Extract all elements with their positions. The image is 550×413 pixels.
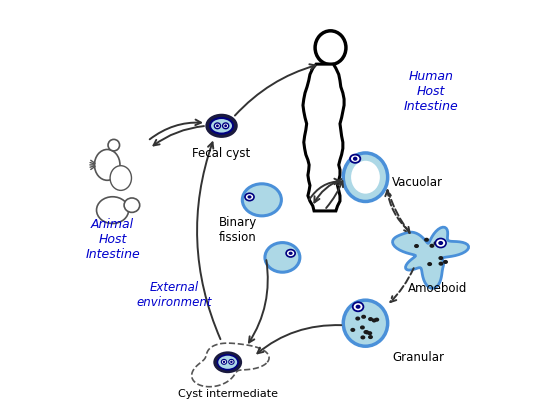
Ellipse shape [221,359,227,364]
Text: Amoeboid: Amoeboid [408,282,467,294]
Ellipse shape [224,125,227,128]
Ellipse shape [355,317,360,321]
Ellipse shape [361,315,366,319]
Ellipse shape [438,239,443,243]
Ellipse shape [372,319,377,323]
Ellipse shape [214,353,241,372]
Ellipse shape [210,119,233,134]
Ellipse shape [343,300,388,347]
Ellipse shape [229,359,234,364]
Ellipse shape [360,335,365,339]
Ellipse shape [353,157,358,161]
Ellipse shape [223,361,226,363]
Ellipse shape [216,125,219,128]
Ellipse shape [368,317,373,321]
Ellipse shape [375,318,379,322]
Ellipse shape [343,154,388,202]
Ellipse shape [368,335,373,339]
Ellipse shape [230,361,233,363]
Polygon shape [192,343,269,387]
Ellipse shape [356,305,361,309]
Ellipse shape [289,252,293,255]
Text: Binary
fission: Binary fission [219,215,257,243]
Ellipse shape [265,243,300,273]
Ellipse shape [436,239,446,248]
Ellipse shape [245,194,254,201]
Ellipse shape [108,140,119,152]
Ellipse shape [438,256,443,261]
Ellipse shape [97,197,129,224]
Ellipse shape [223,123,229,129]
Polygon shape [303,65,344,211]
Ellipse shape [207,116,236,137]
Ellipse shape [364,330,368,334]
Ellipse shape [351,161,380,194]
Text: Granular: Granular [392,350,444,363]
Text: External
environment: External environment [136,281,212,309]
Ellipse shape [286,250,295,257]
Ellipse shape [433,242,438,246]
Ellipse shape [217,355,238,370]
Ellipse shape [350,328,355,332]
Ellipse shape [110,166,131,191]
Polygon shape [393,228,469,289]
Ellipse shape [365,330,370,335]
Text: Fecal cyst: Fecal cyst [192,146,251,159]
Text: Vacuolar: Vacuolar [392,176,443,188]
Text: Cyst intermediate: Cyst intermediate [178,388,278,398]
Ellipse shape [350,155,360,164]
Ellipse shape [95,150,120,181]
Ellipse shape [315,32,346,65]
Ellipse shape [367,331,372,335]
Ellipse shape [243,184,282,216]
Ellipse shape [427,262,432,266]
Ellipse shape [424,238,429,242]
Ellipse shape [438,241,443,245]
Ellipse shape [248,196,251,199]
Ellipse shape [360,325,365,330]
Ellipse shape [443,260,448,264]
Ellipse shape [214,123,221,129]
Ellipse shape [430,244,434,248]
Text: Animal
Host
Intestine: Animal Host Intestine [85,218,140,261]
Ellipse shape [124,199,140,213]
Ellipse shape [414,244,419,249]
Text: Human
Host
Intestine: Human Host Intestine [404,70,459,113]
Ellipse shape [353,302,364,311]
Ellipse shape [438,262,443,266]
